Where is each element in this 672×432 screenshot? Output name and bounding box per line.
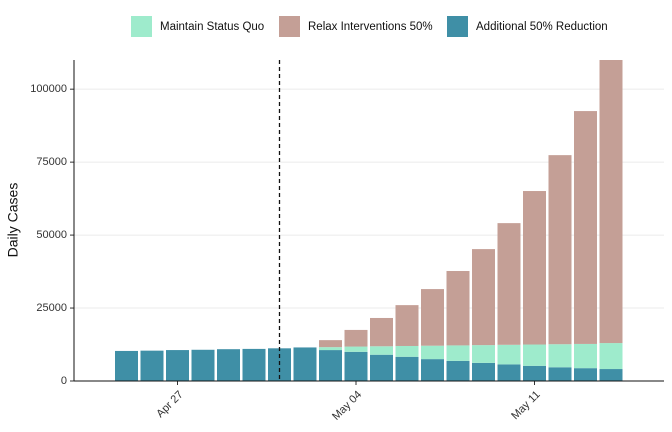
- bar-segment: [446, 270, 470, 346]
- bar-segment: [599, 343, 623, 370]
- bar-segment: [319, 347, 342, 351]
- legend: Maintain Status Quo Relax Interventions 5…: [131, 16, 608, 37]
- bar-segment: [574, 111, 597, 344]
- y-tick-label: 100000: [30, 83, 67, 95]
- bar-segment: [191, 349, 215, 381]
- bar-segment: [446, 345, 470, 361]
- bar-segment: [574, 368, 597, 381]
- legend-label: Relax Interventions 50%: [308, 21, 433, 33]
- bar-segment: [115, 350, 138, 381]
- bar-segment: [293, 347, 317, 381]
- legend-swatch: [279, 16, 300, 37]
- legend-swatch: [131, 16, 152, 37]
- bar-segment: [472, 249, 495, 346]
- bar-segment: [217, 349, 240, 381]
- legend-label: Additional 50% Reduction: [476, 21, 608, 33]
- bar-segment: [472, 345, 495, 363]
- y-tick-label: 75000: [36, 156, 67, 168]
- bar-segment: [497, 344, 521, 365]
- bar-segment: [319, 340, 342, 348]
- bar-segment: [140, 350, 164, 381]
- bar-segment: [548, 344, 572, 368]
- x-tick-label: Apr 27: [154, 389, 185, 420]
- bar-segment: [319, 350, 342, 381]
- bar-segment: [166, 350, 189, 381]
- bar-segment: [344, 329, 368, 347]
- bar-segment: [523, 191, 546, 345]
- legend-swatch: [447, 16, 468, 37]
- bar-segment: [395, 356, 419, 381]
- bar-segment: [421, 345, 444, 360]
- bar-segment: [395, 345, 419, 357]
- bar-segment: [472, 362, 495, 381]
- bar-segment: [497, 223, 521, 345]
- bar-segment: [523, 365, 546, 381]
- y-tick-label: 50000: [36, 229, 67, 241]
- bar-segment: [421, 359, 444, 381]
- bar-segment: [395, 305, 419, 346]
- bar-segment: [599, 369, 623, 381]
- x-tick-label: May 04: [330, 389, 364, 423]
- bar-segment: [370, 317, 393, 347]
- bar-segment: [242, 348, 266, 381]
- bar-segment: [370, 354, 393, 381]
- bar-segment: [548, 367, 572, 381]
- bar-segment: [599, 60, 623, 344]
- bar-segment: [548, 155, 572, 345]
- y-tick-label: 25000: [36, 302, 67, 314]
- bar-segment: [574, 343, 597, 369]
- bar-segment: [421, 289, 444, 346]
- bar-segment: [446, 360, 470, 381]
- y-tick-label: 0: [61, 375, 67, 387]
- x-tick-label: May 11: [509, 389, 542, 422]
- bar-segment: [523, 344, 546, 366]
- bar-segment: [370, 346, 393, 355]
- legend-label: Maintain Status Quo: [160, 21, 264, 33]
- bar-segment: [344, 351, 368, 381]
- bar-segment: [344, 346, 368, 352]
- bar-segment: [497, 364, 521, 381]
- y-axis-label: Daily Cases: [5, 183, 21, 258]
